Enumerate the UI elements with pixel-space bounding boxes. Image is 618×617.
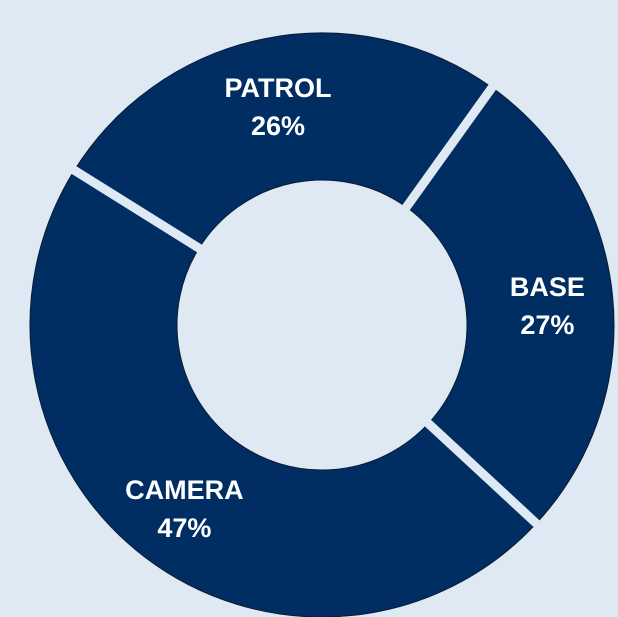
- slice-separator: [400, 81, 498, 213]
- slice-separator: [68, 164, 205, 255]
- slice-label-base: BASE: [510, 272, 585, 302]
- donut-slices: [29, 32, 615, 617]
- slice-value-patrol: 26%: [251, 111, 305, 141]
- slice-patrol: [73, 32, 493, 249]
- slice-value-camera: 47%: [157, 513, 211, 543]
- slice-label-camera: CAMERA: [125, 475, 244, 505]
- slice-base: [405, 86, 615, 525]
- slice-label-patrol: PATROL: [225, 73, 332, 103]
- slice-labels: PATROL 26% BASE 27% CAMERA 47%: [125, 73, 585, 543]
- slice-separator: [422, 417, 543, 530]
- slice-separators: [68, 81, 543, 530]
- slice-value-base: 27%: [520, 310, 574, 340]
